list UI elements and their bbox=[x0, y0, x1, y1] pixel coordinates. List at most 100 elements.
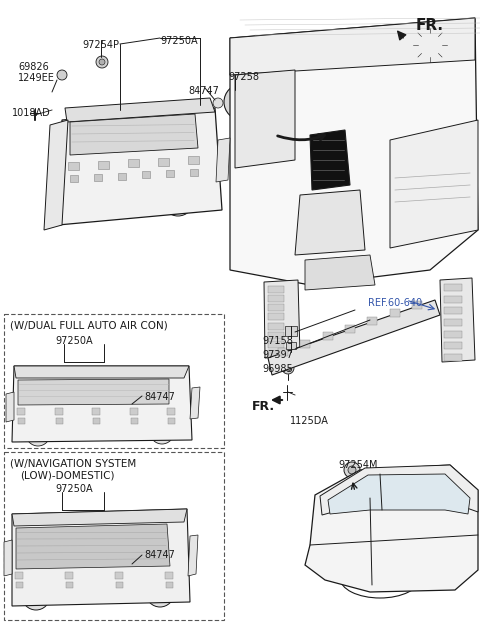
Polygon shape bbox=[295, 190, 365, 255]
Bar bbox=[15, 572, 23, 579]
Bar bbox=[68, 162, 79, 170]
Polygon shape bbox=[12, 366, 192, 442]
Bar bbox=[116, 582, 123, 588]
Circle shape bbox=[412, 27, 448, 63]
Circle shape bbox=[354, 539, 406, 591]
Bar bbox=[412, 301, 422, 309]
Bar bbox=[444, 342, 462, 349]
Bar bbox=[70, 175, 78, 182]
Polygon shape bbox=[16, 524, 170, 569]
Text: 97254P: 97254P bbox=[82, 40, 119, 50]
Bar bbox=[300, 340, 310, 348]
Circle shape bbox=[216, 156, 224, 164]
Polygon shape bbox=[230, 18, 475, 75]
Circle shape bbox=[282, 362, 294, 374]
Circle shape bbox=[374, 559, 386, 571]
Circle shape bbox=[224, 84, 260, 120]
Bar bbox=[444, 296, 462, 302]
Circle shape bbox=[365, 550, 395, 580]
Text: 84747: 84747 bbox=[188, 86, 219, 96]
Bar bbox=[56, 418, 62, 424]
Bar bbox=[444, 284, 462, 291]
Bar bbox=[17, 408, 25, 415]
Circle shape bbox=[26, 422, 50, 446]
Polygon shape bbox=[65, 98, 215, 122]
Bar bbox=[93, 418, 100, 424]
Text: (W/DUAL FULL AUTO AIR CON): (W/DUAL FULL AUTO AIR CON) bbox=[10, 320, 168, 330]
Polygon shape bbox=[310, 130, 350, 190]
Circle shape bbox=[156, 426, 168, 438]
Circle shape bbox=[99, 59, 105, 65]
Circle shape bbox=[240, 84, 272, 116]
Text: 84747: 84747 bbox=[144, 392, 175, 402]
Polygon shape bbox=[305, 465, 478, 592]
Text: 1125DA: 1125DA bbox=[290, 416, 329, 426]
Bar bbox=[285, 326, 297, 336]
Polygon shape bbox=[264, 280, 300, 358]
Text: 97397: 97397 bbox=[262, 350, 293, 360]
Bar bbox=[128, 159, 139, 167]
Circle shape bbox=[263, 98, 287, 122]
Circle shape bbox=[146, 579, 174, 607]
Bar bbox=[168, 418, 175, 424]
Bar bbox=[66, 582, 73, 588]
Circle shape bbox=[334, 172, 346, 184]
Bar bbox=[268, 341, 284, 348]
Text: 1249EE: 1249EE bbox=[18, 73, 55, 83]
Text: 1018AD: 1018AD bbox=[12, 108, 51, 118]
Bar bbox=[268, 286, 284, 293]
Bar bbox=[55, 408, 62, 415]
Polygon shape bbox=[390, 120, 478, 248]
Bar bbox=[118, 173, 126, 180]
Text: (LOW)-DOMESTIC): (LOW)-DOMESTIC) bbox=[20, 470, 115, 480]
Text: 97250A: 97250A bbox=[160, 36, 198, 46]
Bar bbox=[115, 572, 123, 579]
Text: 97250A: 97250A bbox=[55, 336, 93, 346]
Polygon shape bbox=[230, 18, 478, 285]
Bar bbox=[444, 319, 462, 326]
Circle shape bbox=[124, 563, 132, 571]
Bar bbox=[130, 408, 137, 415]
Polygon shape bbox=[18, 379, 169, 405]
Text: 69826: 69826 bbox=[18, 62, 49, 72]
Polygon shape bbox=[320, 465, 478, 515]
Polygon shape bbox=[12, 509, 187, 526]
Circle shape bbox=[96, 56, 108, 68]
Bar bbox=[268, 322, 284, 329]
Polygon shape bbox=[44, 120, 68, 230]
Text: 96985: 96985 bbox=[262, 364, 293, 374]
Circle shape bbox=[32, 428, 44, 440]
Text: FR.: FR. bbox=[252, 400, 275, 413]
Circle shape bbox=[72, 189, 104, 221]
Bar bbox=[268, 350, 284, 357]
Circle shape bbox=[79, 196, 97, 214]
Bar bbox=[167, 408, 175, 415]
Bar bbox=[190, 169, 198, 176]
Polygon shape bbox=[14, 366, 189, 378]
Circle shape bbox=[153, 586, 167, 600]
Bar bbox=[16, 582, 23, 588]
Bar bbox=[278, 348, 288, 356]
Text: FR.: FR. bbox=[416, 18, 444, 33]
Polygon shape bbox=[190, 387, 200, 419]
Bar bbox=[94, 174, 102, 181]
Circle shape bbox=[57, 70, 67, 80]
Circle shape bbox=[237, 97, 247, 107]
Bar bbox=[92, 408, 100, 415]
Polygon shape bbox=[12, 509, 190, 606]
Bar bbox=[268, 332, 284, 339]
Circle shape bbox=[250, 44, 266, 60]
Circle shape bbox=[213, 98, 223, 108]
Circle shape bbox=[162, 184, 194, 216]
Bar bbox=[98, 160, 109, 168]
Bar bbox=[286, 342, 296, 349]
Polygon shape bbox=[268, 300, 440, 375]
Circle shape bbox=[22, 582, 50, 610]
Circle shape bbox=[419, 34, 441, 56]
Polygon shape bbox=[4, 540, 12, 576]
Polygon shape bbox=[328, 474, 470, 514]
Circle shape bbox=[348, 466, 356, 474]
Bar bbox=[444, 308, 462, 315]
Bar bbox=[4, 314, 224, 448]
Circle shape bbox=[246, 90, 266, 110]
